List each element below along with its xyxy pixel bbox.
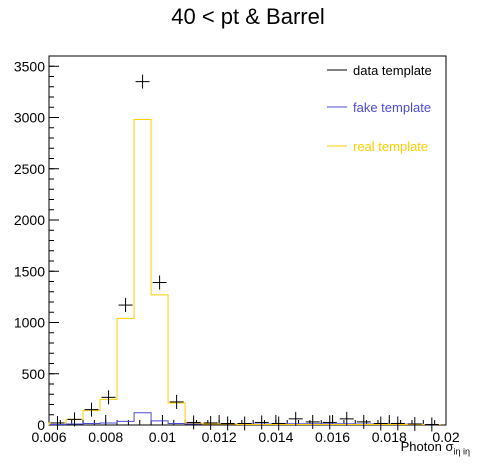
data-template-point [135,74,150,89]
y-tick-label: 1000 [14,315,45,331]
data-template-point [220,416,235,431]
real-template-histogram-line [48,119,441,425]
x-tick-label: 0.014 [258,429,293,445]
x-tick-label: 0.006 [31,429,66,445]
y-tick-label: 2000 [14,212,45,228]
x-axis-label: Photon σiη iη [401,439,470,457]
y-tick-label: 0 [37,417,45,433]
y-tick-label: 2500 [14,161,45,177]
x-axis-label-subscript: iη iη [453,446,470,457]
data-template-point [271,416,286,431]
data-template-point [305,414,320,429]
legend-label: fake template [353,100,431,115]
x-tick-label: 0.02 [432,429,459,445]
data-template-point [424,417,439,432]
data-template-point [339,411,354,426]
x-tick-label: 0.016 [315,429,350,445]
data-template-point [407,416,422,431]
y-tick-label: 3500 [14,58,45,74]
data-template-point [84,402,99,417]
legend-label: data template [353,63,432,78]
data-template-point [186,415,201,430]
x-axis-label-text: Photon σ [400,439,454,454]
data-template-point [373,416,388,431]
y-tick-label: 500 [22,366,46,382]
data-template-point [152,275,167,290]
chart-title: 40 < pt & Barrel [171,4,325,29]
x-tick-label: 0.01 [149,429,176,445]
data-template-point [203,415,218,430]
data-template-point [288,411,303,426]
data-template-point [390,416,405,431]
data-template-point [101,390,116,405]
data-template-point [169,394,184,409]
data-template-point [254,415,269,430]
data-template-point [118,298,133,313]
y-tick-label: 1500 [14,263,45,279]
y-tick-label: 3000 [14,110,45,126]
x-tick-label: 0.012 [202,429,237,445]
data-template-point [322,415,337,430]
data-template-point [50,415,65,430]
data-template-point [67,412,82,427]
x-tick-label: 0.018 [372,429,407,445]
legend-label: real template [353,139,428,154]
x-tick-label: 0.008 [88,429,123,445]
data-template-point [237,416,252,431]
data-template-point [356,414,371,429]
